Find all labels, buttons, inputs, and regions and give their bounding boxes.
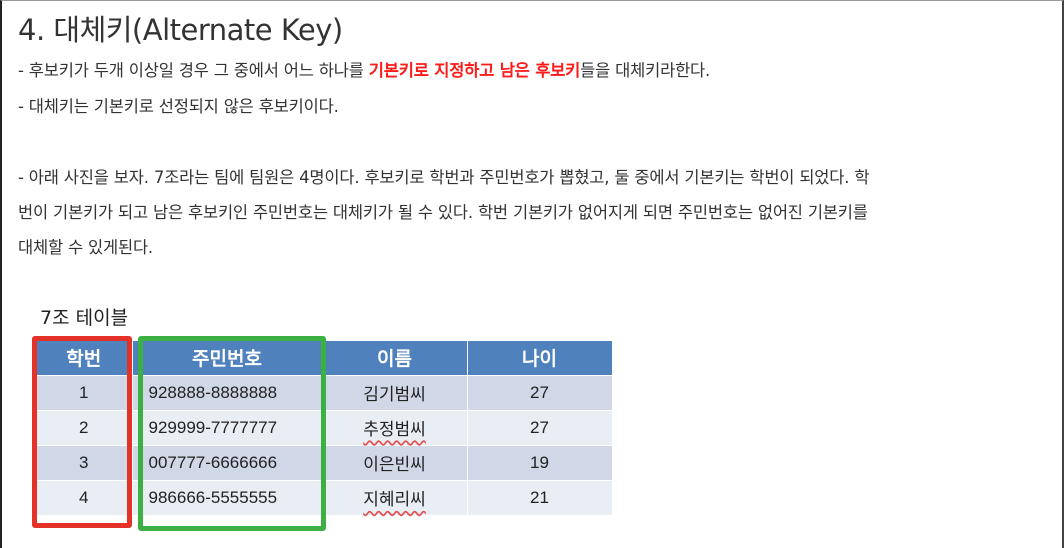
cell-student-id: 3 — [36, 444, 133, 480]
paragraph-definition-post: 들을 대체키라한다. — [580, 61, 711, 80]
paragraph-example-line-3: 대체할 수 있게된다. — [18, 238, 153, 257]
cell-name-text: 김기범씨 — [363, 385, 426, 405]
cell-name: 지혜리씨 — [322, 479, 468, 515]
team-table: 학번 주민번호 이름 나이 1 928888-8888888 김기범씨 27 2… — [36, 341, 613, 515]
table-row: 4 986666-5555555 지혜리씨 21 — [36, 479, 613, 515]
cell-name: 이은빈씨 — [322, 444, 468, 480]
header-student-id: 학번 — [36, 341, 133, 375]
paragraph-example-line-1: - 아래 사진을 보자. 7조라는 팀에 팀원은 4명이다. 후보키로 학번과 … — [18, 168, 870, 187]
cell-age: 27 — [467, 409, 613, 445]
table-row: 1 928888-8888888 김기범씨 27 — [36, 374, 613, 410]
cell-rrn: 007777-6666666 — [132, 444, 323, 480]
cell-name: 김기범씨 — [322, 374, 468, 410]
cell-student-id: 4 — [36, 479, 133, 515]
cell-age: 27 — [467, 374, 613, 410]
cell-name: 추정범씨 — [322, 409, 468, 445]
paragraph-summary: - 대체키는 기본키로 선정되지 않은 후보키이다. — [18, 97, 339, 116]
cell-age: 21 — [467, 479, 613, 515]
section-heading: 4. 대체키(Alternate Key) — [18, 13, 343, 47]
highlight-text: 기본키로 지정하고 남은 후보키 — [368, 61, 581, 80]
cell-name-text: 지혜리씨 — [363, 490, 426, 511]
cell-rrn: 928888-8888888 — [132, 374, 323, 410]
table-row: 3 007777-6666666 이은빈씨 19 — [36, 444, 613, 480]
primary-key-highlight-box — [32, 336, 132, 528]
cell-student-id: 2 — [36, 409, 133, 445]
header-age: 나이 — [467, 341, 613, 375]
table-caption: 7조 테이블 — [40, 307, 129, 329]
cell-age: 19 — [467, 444, 613, 480]
table-header-row: 학번 주민번호 이름 나이 — [36, 341, 613, 375]
paragraph-example-line-2: 번이 기본키가 되고 남은 후보키인 주민번호는 대체키가 될 수 있다. 학번… — [18, 203, 868, 222]
header-name: 이름 — [322, 341, 468, 375]
cell-name-text: 추정범씨 — [363, 420, 426, 440]
alternate-key-highlight-box — [138, 336, 326, 531]
paragraph-definition-pre: - 후보키가 두개 이상일 경우 그 중에서 어느 하나를 — [18, 61, 369, 80]
cell-name-text: 이은빈씨 — [363, 455, 426, 475]
cell-rrn: 986666-5555555 — [132, 479, 323, 515]
paragraph-definition: - 후보키가 두개 이상일 경우 그 중에서 어느 하나를 기본키로 지정하고 … — [18, 57, 710, 81]
cell-student-id: 1 — [36, 374, 133, 410]
